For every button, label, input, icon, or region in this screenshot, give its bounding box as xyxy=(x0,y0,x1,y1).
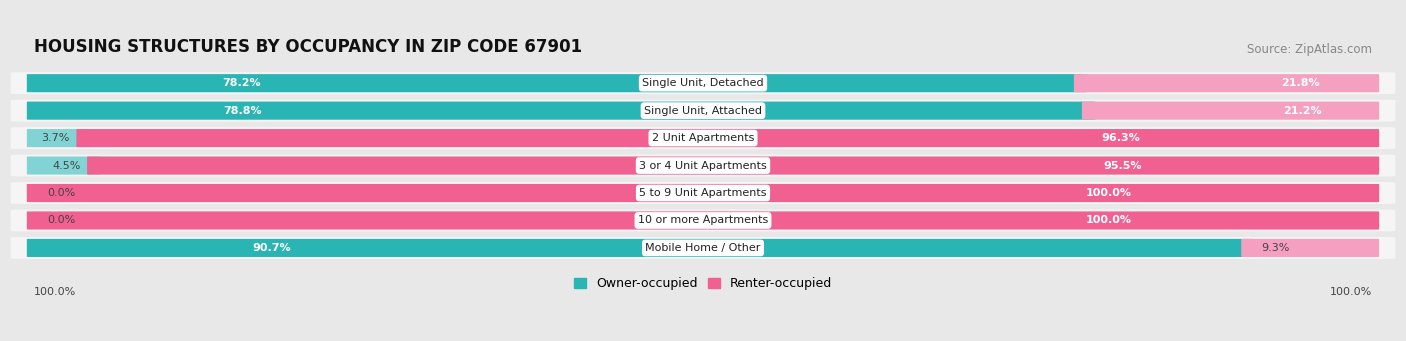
Text: 3 or 4 Unit Apartments: 3 or 4 Unit Apartments xyxy=(640,161,766,170)
Text: 100.0%: 100.0% xyxy=(1085,188,1132,198)
FancyBboxPatch shape xyxy=(11,100,1395,122)
FancyBboxPatch shape xyxy=(11,127,1395,149)
Text: Single Unit, Attached: Single Unit, Attached xyxy=(644,106,762,116)
Text: 100.0%: 100.0% xyxy=(34,287,76,297)
FancyBboxPatch shape xyxy=(76,129,1379,147)
FancyBboxPatch shape xyxy=(27,129,90,147)
FancyBboxPatch shape xyxy=(1241,239,1379,257)
FancyBboxPatch shape xyxy=(11,182,1395,204)
FancyBboxPatch shape xyxy=(1083,102,1379,120)
FancyBboxPatch shape xyxy=(27,74,1087,92)
FancyBboxPatch shape xyxy=(87,157,1379,175)
Text: 0.0%: 0.0% xyxy=(46,188,75,198)
Text: 10 or more Apartments: 10 or more Apartments xyxy=(638,216,768,225)
Text: 90.7%: 90.7% xyxy=(252,243,291,253)
FancyBboxPatch shape xyxy=(27,239,1254,257)
FancyBboxPatch shape xyxy=(27,102,1095,120)
Text: 100.0%: 100.0% xyxy=(1085,216,1132,225)
FancyBboxPatch shape xyxy=(11,72,1395,94)
Text: 3.7%: 3.7% xyxy=(41,133,70,143)
Text: 96.3%: 96.3% xyxy=(1102,133,1140,143)
Text: Mobile Home / Other: Mobile Home / Other xyxy=(645,243,761,253)
Text: Single Unit, Detached: Single Unit, Detached xyxy=(643,78,763,88)
FancyBboxPatch shape xyxy=(11,209,1395,232)
Text: 78.2%: 78.2% xyxy=(222,78,260,88)
Legend: Owner-occupied, Renter-occupied: Owner-occupied, Renter-occupied xyxy=(568,272,838,295)
FancyBboxPatch shape xyxy=(27,211,1379,229)
Text: 21.8%: 21.8% xyxy=(1281,78,1320,88)
FancyBboxPatch shape xyxy=(11,154,1395,177)
FancyBboxPatch shape xyxy=(11,237,1395,259)
Text: 2 Unit Apartments: 2 Unit Apartments xyxy=(652,133,754,143)
Text: 9.3%: 9.3% xyxy=(1261,243,1289,253)
Text: Source: ZipAtlas.com: Source: ZipAtlas.com xyxy=(1247,43,1372,56)
Text: 78.8%: 78.8% xyxy=(224,106,262,116)
FancyBboxPatch shape xyxy=(27,184,1379,202)
FancyBboxPatch shape xyxy=(27,157,100,175)
FancyBboxPatch shape xyxy=(1074,74,1379,92)
Text: HOUSING STRUCTURES BY OCCUPANCY IN ZIP CODE 67901: HOUSING STRUCTURES BY OCCUPANCY IN ZIP C… xyxy=(34,38,582,56)
Text: 100.0%: 100.0% xyxy=(1330,287,1372,297)
Text: 21.2%: 21.2% xyxy=(1282,106,1322,116)
Text: 95.5%: 95.5% xyxy=(1104,161,1142,170)
Text: 4.5%: 4.5% xyxy=(52,161,80,170)
Text: 5 to 9 Unit Apartments: 5 to 9 Unit Apartments xyxy=(640,188,766,198)
Text: 0.0%: 0.0% xyxy=(46,216,75,225)
